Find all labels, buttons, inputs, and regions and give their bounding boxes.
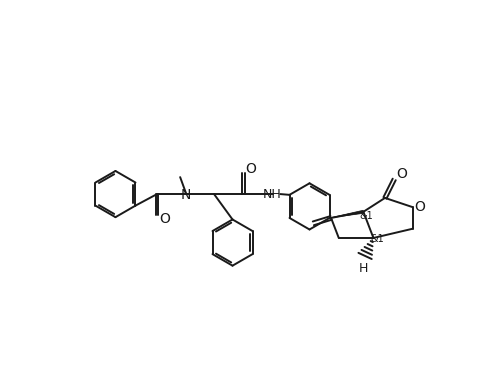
Polygon shape <box>330 210 364 218</box>
Text: O: O <box>414 200 425 214</box>
Text: O: O <box>246 162 256 176</box>
Text: H: H <box>359 262 368 275</box>
Text: N: N <box>181 188 192 202</box>
Text: O: O <box>396 167 407 181</box>
Text: NH: NH <box>262 188 281 201</box>
Text: &1: &1 <box>370 235 384 244</box>
Text: &1: &1 <box>359 212 373 221</box>
Text: O: O <box>159 213 170 227</box>
